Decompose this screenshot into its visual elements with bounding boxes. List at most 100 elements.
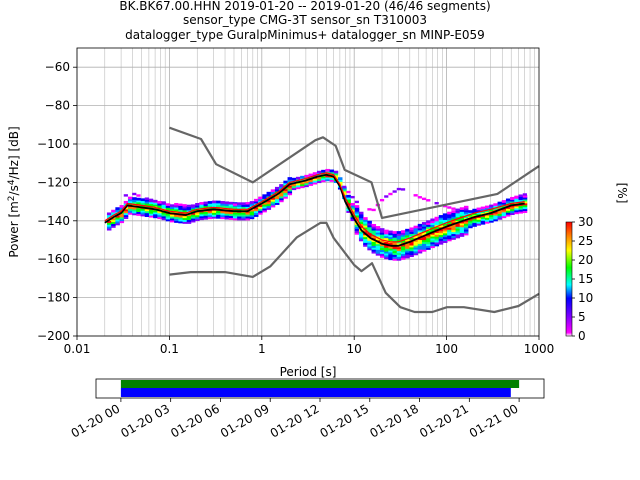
heatmap-cell-outlier [342,185,347,189]
heatmap-cell [119,220,125,224]
heatmap-cell [518,199,524,203]
heatmap-cell [144,214,150,217]
heatmap-cell [350,202,356,206]
heatmap-cell [459,234,465,237]
heatmap-cell [447,213,452,217]
heatmap-cell [316,170,322,174]
heatmap-cell [480,220,486,223]
heatmap-cell [270,200,276,204]
heatmap-cell [400,245,406,249]
heatmap-cell [224,216,230,220]
heatmap-cell [190,215,196,219]
heatmap-cell [329,169,335,173]
heatmap-cell [358,232,364,236]
heatmap-cell [468,214,473,217]
heatmap-cell [434,226,440,230]
heatmap-cell [421,237,427,241]
heatmap-cell [514,198,519,201]
heatmap-cell [384,252,389,256]
heatmap-cell [178,207,183,210]
heatmap-cell [132,206,137,210]
heatmap-cell [497,209,503,213]
heatmap-cell [396,256,402,259]
heatmap-cell [463,217,469,221]
heatmap-cell [203,205,209,209]
heatmap-cell [409,233,414,236]
heatmap-cell [253,212,259,215]
heatmap-cell [203,215,209,218]
heatmap-cell [447,221,452,225]
heatmap-cell [224,212,230,216]
heatmap-cell [510,202,515,206]
heatmap-cell-outlier [518,194,523,197]
heatmap-cell [274,196,280,200]
heatmap-cell [190,208,196,211]
heatmap-cell [169,219,175,223]
heatmap-cell [237,213,242,217]
heatmap-cell [484,219,490,222]
heatmap-cell [468,219,473,223]
heatmap-cell [463,223,469,226]
heatmap-cell [157,204,162,208]
heatmap-cell [455,229,461,233]
heatmap-cell [518,210,524,214]
heatmap-cell [396,246,402,250]
heatmap-cell [409,229,414,233]
heatmap-cell [266,199,272,203]
heatmap-cell [442,222,448,226]
heatmap-cell [258,206,263,209]
heatmap-cell [186,217,192,221]
heatmap-cell [417,246,423,250]
heatmap-cell [153,215,158,219]
heatmap-cell [405,246,410,249]
heatmap-cell [367,224,372,228]
heatmap-cell [434,232,440,235]
heatmap-cell [308,173,314,177]
heatmap-cell [279,197,284,201]
heatmap-cell [132,210,137,214]
heatmap-cell [417,231,423,235]
heatmap-cell [455,231,461,235]
heatmap-cell [451,214,456,217]
heatmap-cell [148,201,154,205]
heatmap-cell [140,209,146,213]
heatmap-cell [480,208,486,212]
heatmap-cell [241,211,246,215]
heatmap-cell [119,206,125,210]
heatmap-cell [228,201,234,205]
heatmap-cell [451,210,456,213]
heatmap-cell [417,223,423,227]
heatmap-cell [480,210,486,214]
heatmap-cell [405,240,410,244]
heatmap-cell [459,222,465,226]
heatmap-cell [262,196,267,199]
heatmap-cell [237,206,242,209]
heatmap-cell [199,205,204,209]
heatmap-cell [388,247,393,251]
heatmap-cell [220,214,225,218]
heatmap-cell [451,221,456,225]
heatmap-cell [371,241,377,244]
heatmap-cell [459,232,465,235]
heatmap-cell [417,243,423,246]
heatmap-cell [363,226,368,230]
heatmap-cell [497,215,503,218]
heatmap-cell [161,205,167,209]
heatmap-cell [522,208,528,212]
heatmap-cell [127,206,133,209]
heatmap-cell [283,190,288,193]
heatmap-cell [325,174,330,178]
heatmap-cell [346,198,351,202]
heatmap-cell [493,218,498,222]
heatmap-cell [157,212,162,216]
heatmap-cell [232,206,238,209]
heatmap-cell [396,234,402,238]
heatmap-cell [190,217,196,221]
heatmap-cell [421,222,427,225]
heatmap-cell [174,204,179,208]
heatmap-cell [174,216,179,220]
heatmap-cell [421,243,427,246]
heatmap-cell [463,215,469,219]
heatmap-cell [258,204,263,207]
heatmap-cell [455,220,461,223]
